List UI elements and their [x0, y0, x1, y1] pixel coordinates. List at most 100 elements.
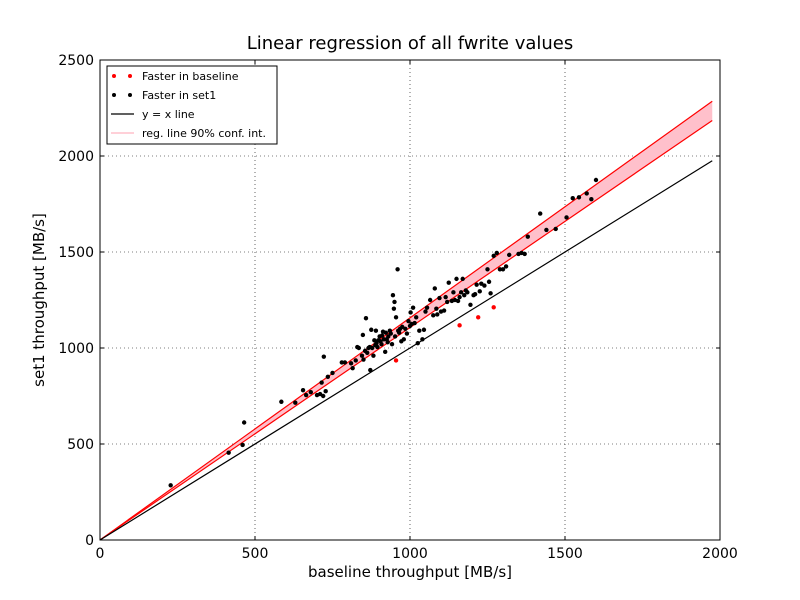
point-faster-in-set1: [503, 264, 509, 269]
point-faster-in-set1: [226, 450, 231, 455]
point-faster-in-set1: [383, 330, 389, 335]
point-faster-in-set1: [477, 289, 482, 294]
point-faster-in-set1: [323, 389, 328, 394]
point-faster-in-set1: [241, 420, 247, 425]
point-faster-in-set1: [462, 293, 467, 298]
point-faster-in-set1: [240, 442, 245, 448]
point-faster-in-set1: [363, 316, 369, 321]
point-faster-in-set1: [293, 400, 298, 405]
point-faster-in-set1: [368, 367, 373, 373]
point-faster-in-set1: [348, 361, 354, 366]
point-faster-in-set1: [522, 251, 527, 257]
point-faster-in-set1: [431, 313, 436, 318]
point-faster-in-set1: [410, 305, 416, 310]
point-faster-in-set1: [564, 215, 569, 220]
x-tick-label: 0: [96, 546, 105, 562]
point-faster-in-set1: [412, 320, 417, 326]
point-faster-in-set1: [525, 234, 530, 239]
point-faster-in-set1: [423, 309, 428, 314]
point-faster-in-set1: [406, 318, 411, 324]
point-faster-in-set1: [360, 332, 366, 338]
point-faster-in-set1: [385, 340, 390, 345]
point-faster-in-set1: [359, 353, 365, 358]
point-faster-in-set1: [401, 337, 406, 342]
legend-marker-baseline-1: [112, 74, 116, 78]
point-faster-in-set1: [424, 305, 430, 310]
point-faster-in-set1: [403, 326, 408, 331]
point-faster-in-set1: [491, 253, 496, 259]
point-faster-in-set1: [451, 290, 456, 295]
point-faster-in-set1: [500, 267, 506, 272]
point-faster-in-set1: [383, 349, 388, 355]
y-tick-label: 500: [67, 437, 94, 453]
identity-line: [99, 160, 713, 541]
x-tick-label: 1500: [547, 546, 583, 562]
point-faster-in-set1: [460, 276, 465, 282]
point-faster-in-set1: [415, 341, 420, 346]
lines: [99, 160, 713, 541]
point-faster-in-set1: [300, 388, 306, 393]
point-faster-in-set1: [168, 483, 173, 488]
y-tick-label: 1000: [58, 341, 94, 357]
point-faster-in-set1: [371, 353, 376, 358]
point-faster-in-set1: [339, 360, 344, 365]
x-tick-label: 500: [242, 546, 269, 562]
point-faster-in-set1: [321, 393, 326, 399]
x-tick-label: 1000: [392, 546, 428, 562]
point-faster-in-baseline: [476, 315, 481, 320]
data-points: [168, 177, 599, 488]
point-faster-in-set1: [482, 283, 487, 288]
point-faster-in-set1: [379, 333, 385, 338]
point-faster-in-set1: [432, 286, 437, 291]
point-faster-in-set1: [392, 299, 397, 305]
legend-label-identity: y = x line: [142, 108, 195, 121]
point-faster-in-set1: [391, 306, 397, 311]
point-faster-in-set1: [593, 177, 599, 183]
point-faster-in-set1: [437, 295, 442, 301]
point-faster-in-set1: [375, 344, 380, 350]
legend-label-set1: Faster in set1: [142, 89, 216, 102]
point-faster-in-set1: [392, 334, 398, 339]
point-faster-in-set1: [404, 331, 410, 336]
point-faster-in-set1: [441, 308, 447, 313]
point-faster-in-set1: [388, 331, 393, 336]
point-faster-in-set1: [488, 291, 493, 296]
y-tick-label: 0: [85, 533, 94, 549]
point-faster-in-set1: [389, 341, 395, 347]
point-faster-in-set1: [538, 211, 543, 216]
point-faster-in-set1: [408, 310, 413, 315]
x-tick-label: 2000: [702, 546, 738, 562]
y-tick-label: 2000: [58, 149, 94, 165]
point-faster-in-set1: [465, 290, 470, 295]
point-faster-in-set1: [350, 365, 355, 371]
point-faster-in-set1: [570, 196, 575, 201]
y-tick-label: 2500: [58, 53, 94, 69]
point-faster-in-set1: [279, 399, 284, 404]
legend-label-baseline: Faster in baseline: [142, 70, 239, 83]
legend-marker-set1-1: [112, 93, 116, 97]
point-faster-in-set1: [553, 226, 558, 232]
legend: Faster in baseline Faster in set1 y = x …: [106, 65, 278, 145]
point-faster-in-set1: [393, 315, 399, 320]
point-faster-in-set1: [395, 267, 400, 272]
point-faster-in-set1: [379, 341, 384, 347]
point-faster-in-set1: [507, 252, 512, 258]
point-faster-in-set1: [494, 250, 499, 256]
point-faster-in-set1: [544, 227, 549, 233]
point-faster-in-set1: [361, 357, 366, 362]
point-faster-in-set1: [396, 330, 402, 335]
point-faster-in-set1: [435, 312, 440, 317]
point-faster-in-baseline: [457, 323, 462, 328]
chart-title: Linear regression of all fwrite values: [247, 33, 574, 54]
point-faster-in-set1: [353, 358, 358, 363]
point-faster-in-set1: [325, 374, 331, 379]
point-faster-in-set1: [474, 282, 479, 287]
point-faster-in-baseline: [393, 358, 399, 363]
point-faster-in-set1: [445, 299, 450, 305]
point-faster-in-set1: [454, 276, 459, 282]
point-faster-in-set1: [319, 380, 324, 385]
point-faster-in-set1: [417, 328, 422, 333]
legend-marker-baseline-2: [128, 74, 132, 78]
point-faster-in-set1: [576, 195, 582, 200]
